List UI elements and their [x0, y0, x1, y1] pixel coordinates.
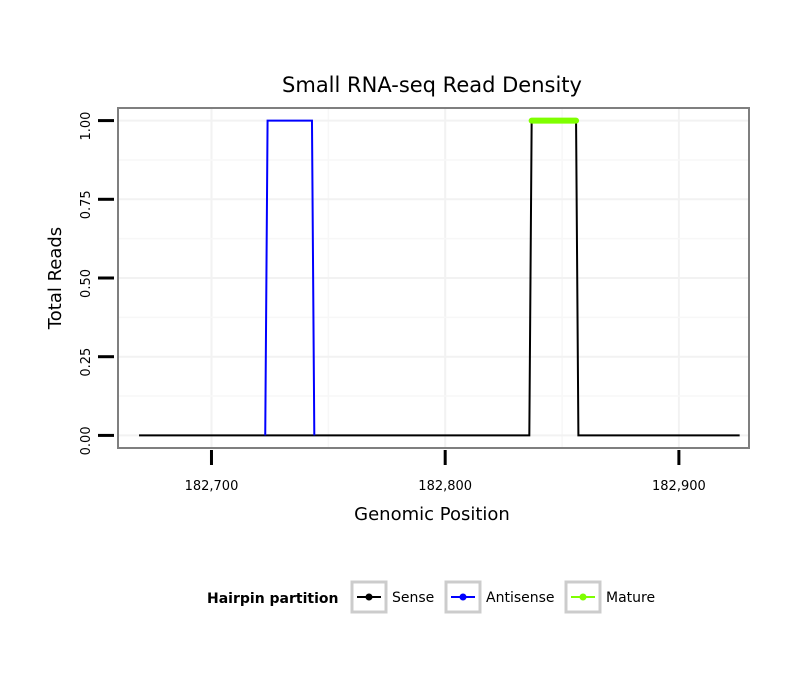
legend-key-dot-sense [365, 593, 373, 601]
legend-key-mature [564, 580, 602, 614]
legend-items: Sense Antisense Mature [350, 580, 655, 614]
x-tick-label-1: 182,800 [418, 479, 472, 494]
y-tick-label-4: 1.00 [79, 112, 94, 141]
x-tick-label-0: 182,700 [185, 479, 239, 494]
y-tick-label-2: 0.50 [79, 269, 94, 298]
data-series [139, 117, 740, 437]
legend-label-antisense: Antisense [486, 590, 555, 606]
x-axis: 182,700 182,800 182,900 [185, 450, 706, 494]
grid-lines [118, 108, 749, 448]
plot-border [117, 107, 750, 449]
y-tick-label-3: 0.75 [79, 190, 94, 219]
x-axis-title: Genomic Position [354, 504, 510, 525]
y-axis-title: Total Reads [45, 227, 66, 330]
legend: Hairpin partition Sense Antisense Mature [207, 580, 655, 614]
plot-panel [117, 107, 750, 449]
chart-title: Small RNA-seq Read Density [282, 73, 582, 97]
y-tick-label-1: 0.25 [79, 348, 94, 377]
legend-key-dot-mature [579, 593, 587, 601]
legend-label-sense: Sense [392, 590, 434, 606]
legend-label-mature: Mature [606, 590, 655, 606]
series-line-antisense [264, 119, 316, 436]
legend-key-dot-antisense [459, 593, 467, 601]
x-tick-label-2: 182,900 [652, 479, 706, 494]
legend-title: Hairpin partition [207, 591, 338, 607]
y-tick-label-0: 0.00 [79, 426, 94, 455]
y-axis: 0.00 0.25 0.50 0.75 1.00 [79, 112, 114, 455]
